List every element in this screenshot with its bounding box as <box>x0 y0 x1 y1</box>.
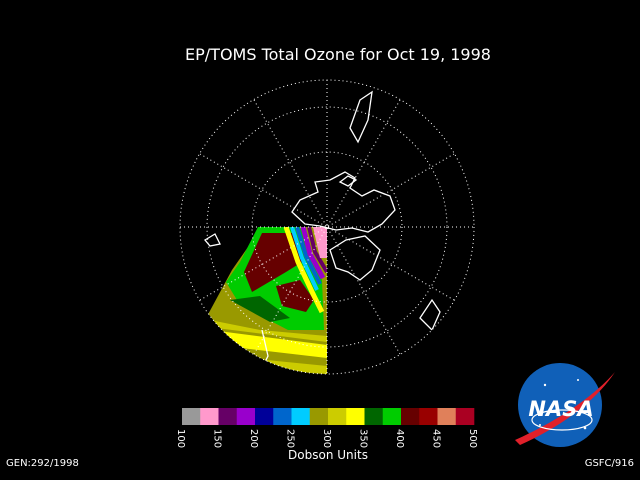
colorbar-cell <box>455 408 475 425</box>
colorbar-cell <box>346 408 365 425</box>
colorbar-label: Dobson Units <box>288 448 368 462</box>
footer-right: GSFC/916 <box>585 458 634 469</box>
colorbar-tick-label: 150 <box>212 429 223 448</box>
colorbar-tick-label: 300 <box>321 429 332 448</box>
colorbar-cell <box>382 408 402 425</box>
colorbar-cell <box>419 408 438 425</box>
ozone-field <box>180 80 474 374</box>
colorbar-cell <box>328 408 347 425</box>
colorbar-cell <box>291 408 311 425</box>
colorbar-cell <box>273 408 292 425</box>
colorbar-cell <box>364 408 384 425</box>
colorbar-cell <box>182 408 201 425</box>
title: EP/TOMS Total Ozone for Oct 19, 1998 <box>185 45 491 64</box>
colorbar-cell <box>200 408 219 425</box>
colorbar-tick-label: 250 <box>285 429 296 448</box>
footer-left: GEN:292/1998 <box>6 458 79 469</box>
logo-text: NASA <box>528 397 593 421</box>
colorbar-cell <box>401 408 420 425</box>
colorbar-tick-label: 350 <box>358 429 369 448</box>
colorbar-tick-label: 200 <box>248 429 259 448</box>
colorbar-cell <box>255 408 274 425</box>
colorbar-tick-label: 500 <box>467 429 478 448</box>
colorbar-tick-label: 450 <box>431 429 442 448</box>
colorbar-tick-label: 100 <box>175 429 186 448</box>
colorbar-tick-label: 400 <box>394 429 405 448</box>
nasa-logo: NASA <box>515 363 615 447</box>
colorbar-cell <box>218 408 238 425</box>
globe-edge <box>179 79 475 375</box>
colorbar-cell <box>309 408 329 425</box>
colorbar-cell <box>437 408 457 425</box>
colorbar-cell <box>236 408 256 425</box>
colorbar: 100 150 200 250 300 350 400 450 500 <box>175 408 478 448</box>
